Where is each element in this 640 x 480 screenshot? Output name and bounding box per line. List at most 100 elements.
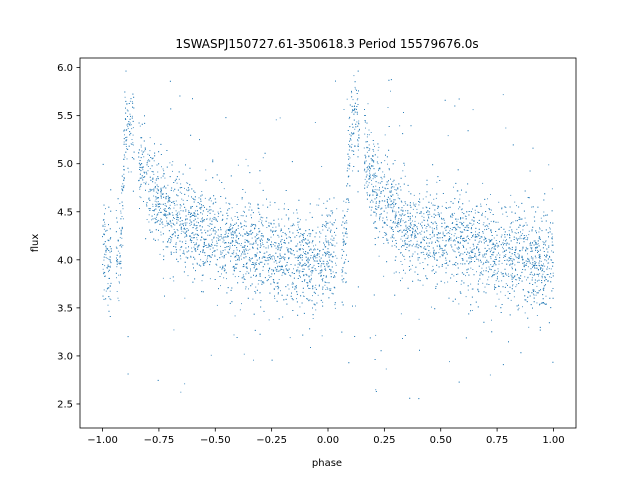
data-point: [216, 174, 218, 176]
data-point: [527, 258, 529, 260]
data-point: [245, 273, 247, 275]
data-point: [364, 115, 366, 116]
data-point: [490, 220, 492, 222]
data-point: [428, 250, 430, 252]
data-point: [424, 224, 426, 226]
data-point: [148, 159, 150, 161]
data-point: [413, 204, 415, 206]
data-point: [284, 259, 286, 261]
data-point: [400, 189, 402, 191]
data-point: [502, 246, 503, 248]
data-point: [247, 165, 249, 167]
data-point: [250, 231, 252, 233]
data-point: [370, 132, 372, 133]
data-point: [313, 303, 315, 305]
data-point: [410, 206, 412, 208]
data-point: [301, 265, 302, 267]
data-point: [259, 257, 260, 259]
data-point: [147, 153, 149, 155]
data-point: [268, 239, 270, 240]
data-point: [405, 237, 407, 239]
data-point: [363, 170, 365, 172]
data-point: [108, 296, 110, 298]
data-point: [500, 312, 502, 313]
data-point: [175, 242, 177, 244]
data-point: [226, 292, 228, 294]
data-point: [493, 237, 495, 239]
data-point: [267, 259, 269, 261]
data-point: [256, 268, 258, 270]
data-point: [227, 235, 229, 237]
data-point: [416, 246, 418, 248]
data-point: [373, 143, 375, 145]
data-point: [384, 176, 386, 178]
data-point: [489, 374, 491, 376]
data-point: [522, 247, 524, 249]
data-point: [163, 170, 165, 172]
data-point: [122, 218, 124, 220]
data-point: [533, 275, 535, 276]
data-point: [210, 245, 212, 247]
data-point: [192, 98, 193, 100]
data-point: [527, 253, 528, 255]
data-point: [267, 254, 269, 256]
data-point: [543, 263, 544, 265]
data-point: [223, 257, 225, 259]
data-point: [533, 293, 534, 295]
data-point: [494, 261, 496, 263]
data-point: [275, 286, 277, 288]
data-point: [378, 146, 380, 148]
data-point: [281, 274, 283, 276]
data-point: [521, 256, 523, 258]
data-point: [319, 241, 321, 243]
data-point: [468, 274, 470, 276]
data-point: [278, 236, 280, 238]
data-point: [528, 292, 529, 294]
data-point: [277, 265, 279, 267]
data-point: [220, 250, 222, 252]
data-point: [412, 202, 414, 204]
data-point: [455, 256, 457, 258]
data-point: [445, 259, 447, 261]
data-point: [432, 231, 434, 233]
data-point: [152, 205, 154, 207]
data-point: [270, 283, 272, 285]
data-point: [300, 254, 302, 255]
data-point: [157, 206, 159, 208]
data-point: [424, 246, 426, 248]
data-point: [277, 218, 279, 220]
data-point: [277, 292, 279, 294]
data-point: [522, 262, 524, 264]
data-point: [490, 240, 492, 242]
data-point: [172, 219, 174, 221]
data-point: [298, 272, 300, 274]
data-point: [139, 196, 141, 198]
data-point: [544, 265, 546, 267]
data-point: [109, 265, 111, 267]
data-point: [176, 216, 178, 218]
data-point: [475, 231, 476, 233]
data-point: [202, 220, 204, 222]
data-point: [194, 191, 196, 193]
data-point: [348, 118, 350, 120]
data-point: [140, 157, 142, 159]
data-point: [501, 234, 503, 236]
data-point: [123, 130, 125, 132]
data-point: [425, 196, 427, 198]
data-point: [513, 239, 515, 240]
data-point: [493, 264, 495, 266]
data-point: [319, 236, 321, 238]
data-point: [343, 235, 345, 237]
data-point: [482, 182, 484, 184]
data-point: [292, 223, 294, 225]
data-point: [285, 268, 287, 270]
data-point: [205, 261, 207, 263]
data-point: [535, 242, 537, 244]
data-point: [498, 228, 499, 230]
data-point: [250, 214, 252, 216]
data-point: [208, 246, 210, 248]
data-point: [484, 286, 486, 288]
data-point: [498, 252, 499, 254]
data-point: [172, 170, 173, 172]
data-point: [293, 268, 294, 270]
